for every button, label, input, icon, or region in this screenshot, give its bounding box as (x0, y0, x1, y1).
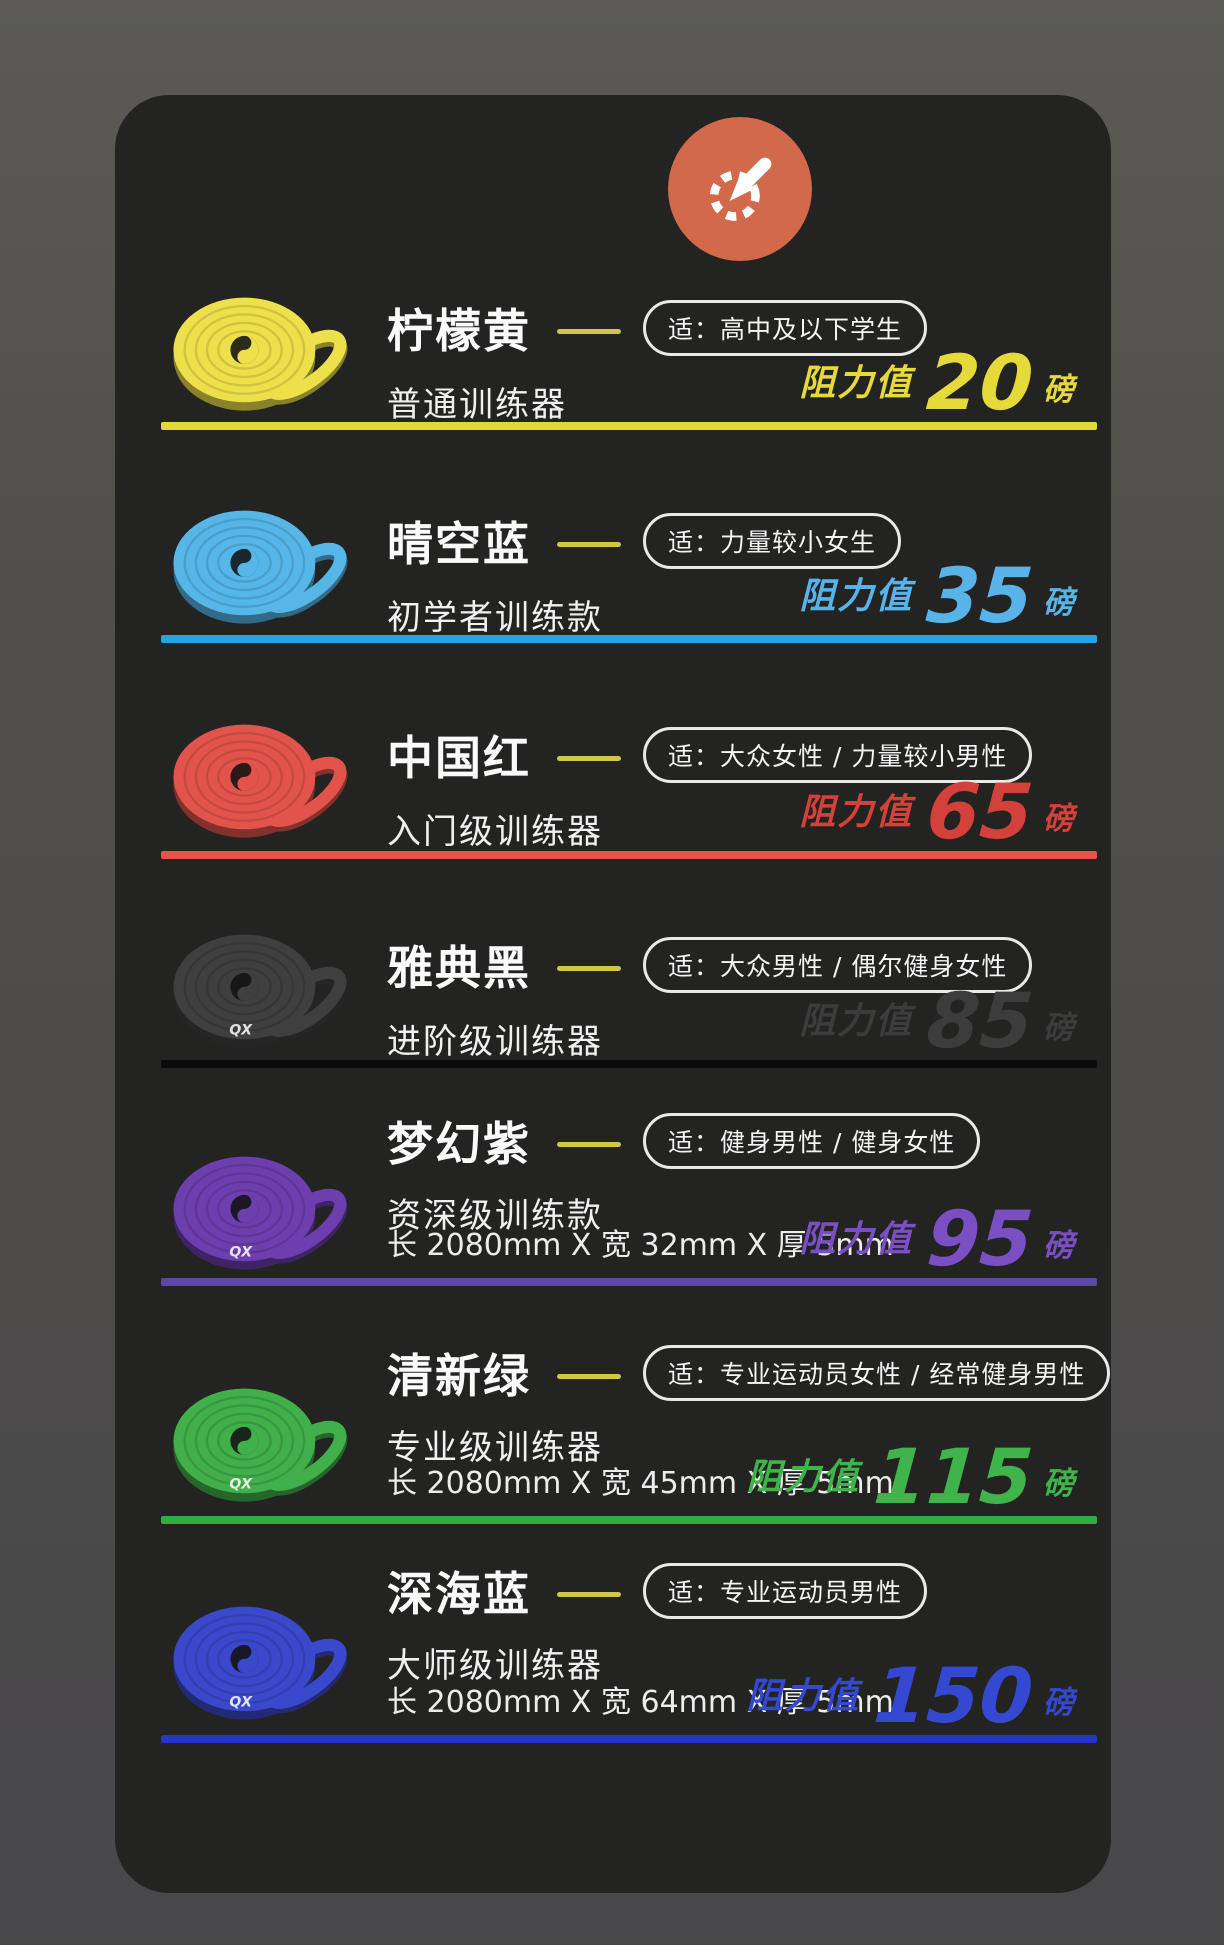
dimensions-label: 长 2080mm X 宽 32mm X 厚 5mm (387, 1228, 894, 1263)
row-title-line: 雅典黑 适：大众男性 / 偶尔健身女性 (387, 932, 1111, 998)
color-name: 深海蓝 (387, 1567, 531, 1621)
level-label: 初学者训练款 (387, 598, 603, 638)
row-title-line: 晴空蓝 适：力量较小女生 (387, 508, 1111, 574)
resistance-value-group: 阻力值 65 磅 (799, 767, 1075, 857)
dimensions-label: 长 2080mm X 宽 64mm X 厚 5mm (387, 1685, 894, 1720)
resistance-band-image: QX (161, 1588, 367, 1728)
resistance-band-image (161, 279, 367, 419)
resistance-value-group: 阻力值 95 磅 (799, 1194, 1075, 1284)
resistance-value-group: 阻力值 20 磅 (799, 338, 1075, 428)
resistance-value-group: 阻力值 150 磅 (746, 1651, 1075, 1741)
dash-line (557, 1141, 621, 1147)
resistance-number: 35 (924, 551, 1037, 641)
resistance-band-image (161, 492, 367, 632)
resistance-unit: 磅 (1043, 372, 1075, 408)
resistance-band-image (161, 706, 367, 846)
level-label: 入门级训练器 (387, 812, 603, 852)
row-divider (161, 1516, 1097, 1524)
row-title-line: 清新绿 适：专业运动员女性 / 经常健身男性 (387, 1340, 1111, 1406)
resistance-label: 阻力值 (799, 1001, 914, 1042)
color-name: 晴空蓝 (387, 517, 531, 571)
level-label: 资深级训练款 (387, 1196, 603, 1236)
level-label: 普通训练器 (387, 385, 567, 425)
resistance-unit: 磅 (1043, 1466, 1075, 1502)
band-row: QX 清新绿 适：专业运动员女性 / 经常健身男性 专业级训练器 长 2080m… (115, 1332, 1111, 1524)
audience-pill: 适：大众女性 / 力量较小男性 (643, 727, 1033, 783)
dimensions-label: 长 2080mm X 宽 45mm X 厚 5mm (387, 1466, 894, 1501)
resistance-band-image: QX (161, 916, 367, 1056)
audience-pill: 适：健身男性 / 健身女性 (643, 1113, 981, 1169)
band-row: QX 深海蓝 适：专业运动员男性 大师级训练器 长 2080mm X 宽 64m… (115, 1550, 1111, 1743)
svg-text:QX: QX (229, 1023, 253, 1039)
row-divider (161, 851, 1097, 859)
resistance-unit: 磅 (1043, 1228, 1075, 1264)
resistance-label: 阻力值 (746, 1457, 861, 1498)
resistance-label: 阻力值 (799, 1219, 914, 1260)
resistance-band-image: QX (161, 1138, 367, 1278)
level-label: 大师级训练器 (387, 1646, 603, 1686)
band-row: 晴空蓝 适：力量较小女生 初学者训练款 阻力值 35 磅 (115, 486, 1111, 643)
color-name: 清新绿 (387, 1349, 531, 1403)
resistance-label: 阻力值 (799, 792, 914, 833)
row-divider (161, 422, 1097, 430)
row-title-line: 深海蓝 适：专业运动员男性 (387, 1558, 1111, 1624)
resistance-value-group: 阻力值 115 磅 (746, 1432, 1075, 1522)
resistance-band-image: QX (161, 1370, 367, 1510)
row-title-line: 梦幻紫 适：健身男性 / 健身女性 (387, 1108, 1111, 1174)
resistance-unit: 磅 (1043, 1685, 1075, 1721)
resistance-number: 65 (924, 767, 1037, 857)
color-name: 柠檬黄 (387, 304, 531, 358)
resistance-unit: 磅 (1043, 801, 1075, 837)
resistance-number: 115 (871, 1432, 1037, 1522)
resistance-label: 阻力值 (746, 1676, 861, 1717)
row-title-line: 柠檬黄 适：高中及以下学生 (387, 295, 1111, 361)
product-card: 柠檬黄 适：高中及以下学生 普通训练器 阻力值 20 磅 晴空蓝 适：力量较小女… (115, 95, 1111, 1893)
color-name: 雅典黑 (387, 941, 531, 995)
dash-line (557, 965, 621, 971)
resistance-label: 阻力值 (799, 576, 914, 617)
row-divider (161, 635, 1097, 643)
row-divider (161, 1060, 1097, 1068)
dash-line (557, 1373, 621, 1379)
row-title-line: 中国红 适：大众女性 / 力量较小男性 (387, 722, 1111, 788)
band-row: QX 雅典黑 适：大众男性 / 偶尔健身女性 进阶级训练器 阻力值 85 磅 (115, 910, 1111, 1068)
svg-text:QX: QX (229, 1245, 253, 1261)
eyedropper-badge-icon (668, 117, 812, 261)
audience-pill: 适：专业运动员女性 / 经常健身男性 (643, 1345, 1111, 1401)
level-label: 进阶级训练器 (387, 1022, 603, 1062)
audience-pill: 适：高中及以下学生 (643, 300, 928, 356)
dash-line (557, 328, 621, 334)
resistance-value-group: 阻力值 35 磅 (799, 551, 1075, 641)
resistance-unit: 磅 (1043, 585, 1075, 621)
audience-pill: 适：专业运动员男性 (643, 1563, 928, 1619)
svg-text:QX: QX (229, 1477, 253, 1493)
band-row: 柠檬黄 适：高中及以下学生 普通训练器 阻力值 20 磅 (115, 273, 1111, 430)
color-name: 梦幻紫 (387, 1117, 531, 1171)
audience-pill: 适：大众男性 / 偶尔健身女性 (643, 937, 1033, 993)
band-row: 中国红 适：大众女性 / 力量较小男性 入门级训练器 阻力值 65 磅 (115, 700, 1111, 859)
resistance-number: 20 (924, 338, 1037, 428)
dash-line (557, 541, 621, 547)
audience-pill: 适：力量较小女生 (643, 513, 902, 569)
level-label: 专业级训练器 (387, 1428, 603, 1468)
row-divider (161, 1735, 1097, 1743)
dash-line (557, 1591, 621, 1597)
resistance-value-group: 阻力值 85 磅 (799, 976, 1075, 1066)
resistance-label: 阻力值 (799, 363, 914, 404)
resistance-number: 150 (871, 1651, 1037, 1741)
dash-line (557, 755, 621, 761)
resistance-number: 85 (924, 976, 1037, 1066)
svg-text:QX: QX (229, 1695, 253, 1711)
row-divider (161, 1278, 1097, 1286)
resistance-unit: 磅 (1043, 1010, 1075, 1046)
band-row: QX 梦幻紫 适：健身男性 / 健身女性 资深级训练款 长 2080mm X 宽… (115, 1100, 1111, 1286)
color-name: 中国红 (387, 731, 531, 785)
resistance-number: 95 (924, 1194, 1037, 1284)
